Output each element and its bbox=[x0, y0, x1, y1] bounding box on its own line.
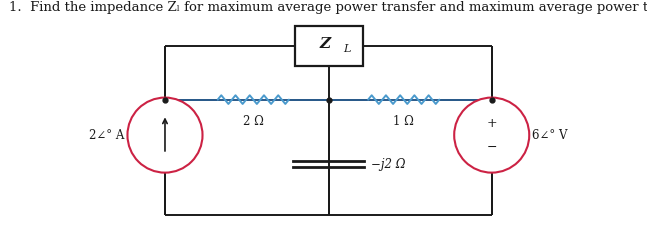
Text: 2 Ω: 2 Ω bbox=[243, 114, 264, 128]
Text: L: L bbox=[343, 44, 351, 54]
Text: +: + bbox=[487, 117, 497, 130]
Text: −: − bbox=[487, 141, 497, 154]
Text: 2∠° A: 2∠° A bbox=[89, 129, 124, 142]
Text: 1 Ω: 1 Ω bbox=[393, 114, 414, 128]
FancyBboxPatch shape bbox=[295, 26, 362, 66]
Text: −j2 Ω: −j2 Ω bbox=[371, 158, 405, 171]
Text: 1.  Find the impedance Zₗ for maximum average power transfer and maximum average: 1. Find the impedance Zₗ for maximum ave… bbox=[9, 1, 647, 14]
Text: 6∠° V: 6∠° V bbox=[532, 129, 568, 142]
Ellipse shape bbox=[454, 98, 529, 173]
Text: Z: Z bbox=[320, 36, 331, 51]
Ellipse shape bbox=[127, 98, 203, 173]
